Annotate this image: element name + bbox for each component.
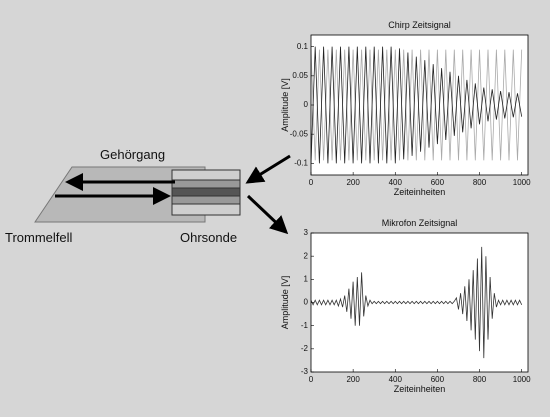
arrow <box>245 154 291 184</box>
plot-area <box>311 35 528 175</box>
x-tick-label: 600 <box>431 375 445 384</box>
x-tick-label: 0 <box>309 178 314 187</box>
x-tick-label: 800 <box>473 375 487 384</box>
x-tick-label: 400 <box>389 178 403 187</box>
y-tick-label: 0 <box>304 100 309 109</box>
x-axis-label: Zeiteinheiten <box>394 384 446 394</box>
x-tick-label: 200 <box>346 178 360 187</box>
ear-diagram: Gehörgang Trommelfell Ohrsonde <box>5 147 291 245</box>
y-axis-label: Amplitude [V] <box>280 78 290 132</box>
y-tick-label: -0.1 <box>294 158 308 167</box>
x-tick-label: 400 <box>389 375 403 384</box>
label: Trommelfell <box>5 230 73 245</box>
arrow <box>246 194 289 235</box>
y-tick-label: 2 <box>304 251 309 260</box>
signal-line <box>311 46 523 164</box>
y-axis-label: Amplitude [V] <box>280 276 290 330</box>
x-tick-label: 800 <box>473 178 487 187</box>
y-tick-label: 3 <box>304 228 309 237</box>
y-tick-label: 0.1 <box>297 42 309 51</box>
y-tick-label: -1 <box>301 321 309 330</box>
y-tick-label: 1 <box>304 274 309 283</box>
y-tick-label: -0.05 <box>290 129 309 138</box>
x-tick-label: 1000 <box>513 375 531 384</box>
y-tick-label: -2 <box>301 344 309 353</box>
chart-title: Mikrofon Zeitsignal <box>382 218 458 228</box>
signal-line <box>311 49 523 161</box>
chart-title: Chirp Zeitsignal <box>388 20 451 30</box>
y-tick-label: -3 <box>301 367 309 376</box>
signal-line <box>311 246 523 359</box>
label: Gehörgang <box>100 147 165 162</box>
x-tick-label: 0 <box>309 375 314 384</box>
x-tick-label: 600 <box>431 178 445 187</box>
label: Ohrsonde <box>180 230 237 245</box>
y-tick-label: 0.05 <box>292 71 308 80</box>
probe-stripe <box>171 179 241 189</box>
probe-stripe <box>171 187 241 197</box>
x-axis-label: Zeiteinheiten <box>394 187 446 197</box>
probe-stripe <box>171 195 241 205</box>
x-tick-label: 200 <box>346 375 360 384</box>
y-tick-label: 0 <box>304 298 309 307</box>
x-tick-label: 1000 <box>513 178 531 187</box>
